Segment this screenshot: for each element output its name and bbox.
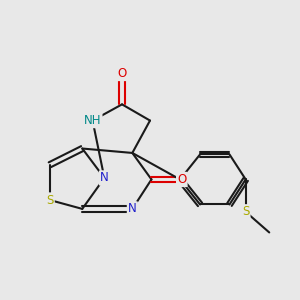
Text: NH: NH [84,114,101,127]
Text: S: S [46,194,54,207]
Text: N: N [100,172,109,184]
Text: S: S [242,205,249,218]
Text: O: O [177,173,186,186]
Text: N: N [128,202,137,215]
Text: O: O [117,67,127,80]
